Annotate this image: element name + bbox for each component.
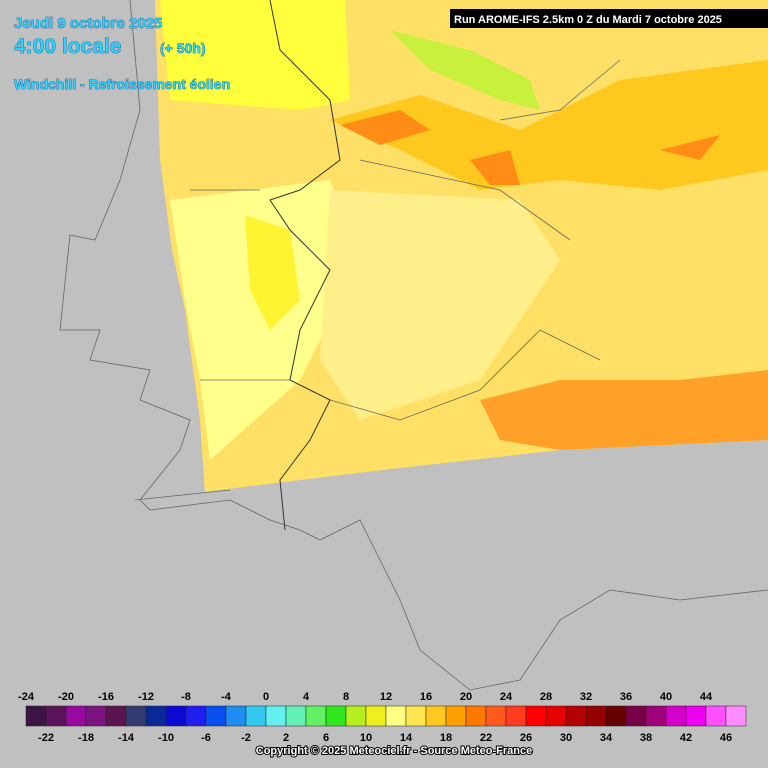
legend-label: 8 (343, 691, 349, 703)
legend-label: 16 (420, 691, 432, 703)
legend-swatch (625, 705, 647, 727)
legend-swatch (225, 705, 247, 727)
run-box (450, 9, 768, 28)
legend-swatch (385, 705, 407, 727)
border (269, 0, 341, 531)
legend-label: 2 (283, 732, 289, 744)
field-light (320, 190, 560, 420)
legend-swatch (105, 705, 127, 727)
time: 4:00 locale (14, 35, 121, 58)
legend-swatch (665, 705, 687, 727)
legend-swatch (505, 705, 527, 727)
legend-swatch (365, 705, 387, 727)
legend-swatch (185, 705, 207, 727)
region-line (134, 59, 621, 501)
legend-swatch (525, 705, 547, 727)
legend-label: 32 (580, 691, 592, 703)
legend-swatch (85, 705, 107, 727)
legend-label: -16 (98, 691, 114, 703)
legend: -24-22-20-18-16-14-12-10-8-6-4-202468101… (18, 691, 747, 744)
legend-label: -10 (158, 732, 174, 744)
legend-swatch (345, 705, 367, 727)
legend-swatch (545, 705, 567, 727)
legend-swatch (285, 705, 307, 727)
legend-label: 18 (440, 732, 452, 744)
legend-label: -18 (78, 732, 94, 744)
field-orange (480, 370, 768, 450)
legend-label: 4 (303, 691, 310, 703)
legend-swatch (305, 705, 327, 727)
legend-label: 20 (460, 691, 472, 703)
legend-swatch (45, 705, 67, 727)
legend-swatch (645, 705, 667, 727)
legend-label: -14 (118, 732, 135, 744)
legend-label: 38 (640, 732, 652, 744)
legend-swatch (405, 705, 427, 727)
legend-label: 10 (360, 732, 372, 744)
legend-swatch (265, 705, 287, 727)
legend-swatch (565, 705, 587, 727)
legend-label: -12 (138, 691, 154, 703)
legend-label: -2 (241, 732, 251, 744)
legend-swatch (65, 705, 87, 727)
copyright: Copyright © 2025 Meteociel.fr - Source M… (256, 745, 532, 757)
legend-swatch (145, 705, 167, 727)
legend-label: 22 (480, 732, 492, 744)
legend-swatch (125, 705, 147, 727)
legend-swatch (725, 705, 747, 727)
legend-swatch (245, 705, 267, 727)
legend-label: 36 (620, 691, 632, 703)
field-dark-orange (340, 110, 720, 185)
legend-label: -8 (181, 691, 191, 703)
legend-label: -4 (221, 691, 232, 703)
legend-label: -22 (38, 732, 54, 744)
legend-swatch (325, 705, 347, 727)
legend-swatch (445, 705, 467, 727)
legend-swatch (705, 705, 727, 727)
legend-label: 28 (540, 691, 552, 703)
legend-swatch (25, 705, 47, 727)
legend-label: 42 (680, 732, 692, 744)
coastline (59, 0, 768, 691)
legend-label: 26 (520, 732, 532, 744)
legend-swatch (485, 705, 507, 727)
legend-label: 44 (700, 691, 713, 703)
legend-label: 30 (560, 732, 572, 744)
legend-swatch (605, 705, 627, 727)
legend-swatch (465, 705, 487, 727)
legend-label: -20 (58, 691, 74, 703)
legend-label: 12 (380, 691, 392, 703)
date: Jeudi 9 octobre 2025 (14, 15, 162, 32)
legend-label: 46 (720, 732, 732, 744)
field-yellow (160, 0, 350, 110)
legend-swatch (165, 705, 187, 727)
legend-swatch (685, 705, 707, 727)
field-yellow (245, 215, 300, 330)
legend-label: 34 (600, 732, 613, 744)
legend-label: 6 (323, 732, 329, 744)
legend-swatch (205, 705, 227, 727)
legend-label: 24 (500, 691, 513, 703)
legend-swatch (585, 705, 607, 727)
lead: (+ 50h) (160, 40, 206, 56)
run-info: Run AROME-IFS 2.5km 0 Z du Mardi 7 octob… (454, 14, 722, 26)
legend-label: 14 (400, 732, 413, 744)
legend-label: 40 (660, 691, 672, 703)
legend-label: 0 (263, 691, 269, 703)
field-orange (330, 60, 768, 190)
parameter: Windchill - Refroissement éolien (14, 76, 230, 92)
field-green (390, 30, 540, 110)
legend-label: -6 (201, 732, 211, 744)
legend-swatch (425, 705, 447, 727)
legend-label: -24 (18, 691, 35, 703)
